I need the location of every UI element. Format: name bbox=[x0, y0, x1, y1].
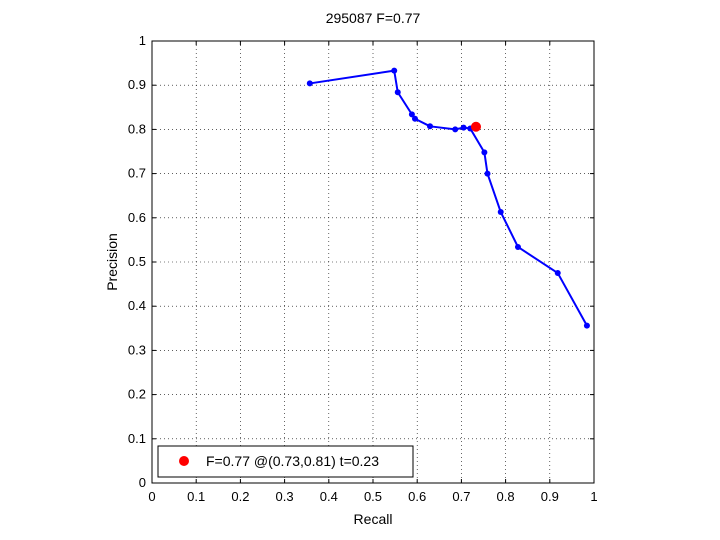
y-tick-label: 0.9 bbox=[128, 77, 146, 92]
y-tick-label: 0.5 bbox=[128, 254, 146, 269]
x-tick-label: 0.3 bbox=[276, 489, 294, 504]
legend-box bbox=[157, 445, 414, 478]
x-tick-label: 1 bbox=[590, 489, 597, 504]
series-line bbox=[309, 69, 588, 327]
data-point bbox=[481, 149, 488, 156]
data-point bbox=[497, 209, 504, 216]
x-tick-label: 0.8 bbox=[497, 489, 515, 504]
x-tick-label: 0.1 bbox=[187, 489, 205, 504]
y-tick-label: 0.7 bbox=[128, 166, 146, 181]
data-point bbox=[427, 123, 434, 130]
x-tick-label: 0.7 bbox=[452, 489, 470, 504]
data-point bbox=[583, 322, 590, 329]
axis-ticks: 0 0.1 0.2 0.3 0.4 0.5 0.6 0.7 0.8 0.9 1 0 0.1 0.2 0.3 0… bbox=[128, 33, 598, 504]
x-tick-label: 0.6 bbox=[408, 489, 426, 504]
x-tick-label: 0.5 bbox=[364, 489, 382, 504]
y-tick-label: 1 bbox=[139, 33, 146, 48]
series-group bbox=[306, 67, 590, 329]
y-axis-label: Precision bbox=[104, 233, 120, 291]
best-f-point bbox=[470, 121, 481, 132]
chart-title: 295087 F=0.77 bbox=[326, 10, 421, 26]
data-point bbox=[391, 67, 398, 74]
data-point bbox=[452, 126, 459, 133]
y-tick-label: 0.6 bbox=[128, 210, 146, 225]
data-point bbox=[514, 243, 521, 250]
data-point bbox=[306, 80, 313, 87]
data-point bbox=[460, 124, 467, 131]
legend: F=0.77 @(0.73,0.81) t=0.23 bbox=[157, 445, 414, 478]
data-point bbox=[554, 270, 561, 277]
grid bbox=[152, 41, 594, 483]
x-axis-label: Recall bbox=[354, 511, 393, 527]
y-tick-label: 0.2 bbox=[128, 387, 146, 402]
data-point bbox=[484, 170, 491, 177]
x-tick-label: 0 bbox=[148, 489, 155, 504]
y-tick-label: 0.4 bbox=[128, 298, 146, 313]
y-tick-label: 0.1 bbox=[128, 431, 146, 446]
x-tick-label: 0.2 bbox=[231, 489, 249, 504]
x-tick-label: 0.9 bbox=[541, 489, 559, 504]
y-tick-label: 0 bbox=[139, 475, 146, 490]
data-point bbox=[411, 115, 418, 122]
legend-label: F=0.77 @(0.73,0.81) t=0.23 bbox=[206, 453, 379, 469]
data-point bbox=[408, 111, 415, 118]
y-tick-label: 0.8 bbox=[128, 121, 146, 136]
y-tick-label: 0.3 bbox=[128, 342, 146, 357]
data-point bbox=[394, 89, 401, 96]
x-tick-label: 0.4 bbox=[320, 489, 338, 504]
legend-marker bbox=[179, 456, 189, 466]
